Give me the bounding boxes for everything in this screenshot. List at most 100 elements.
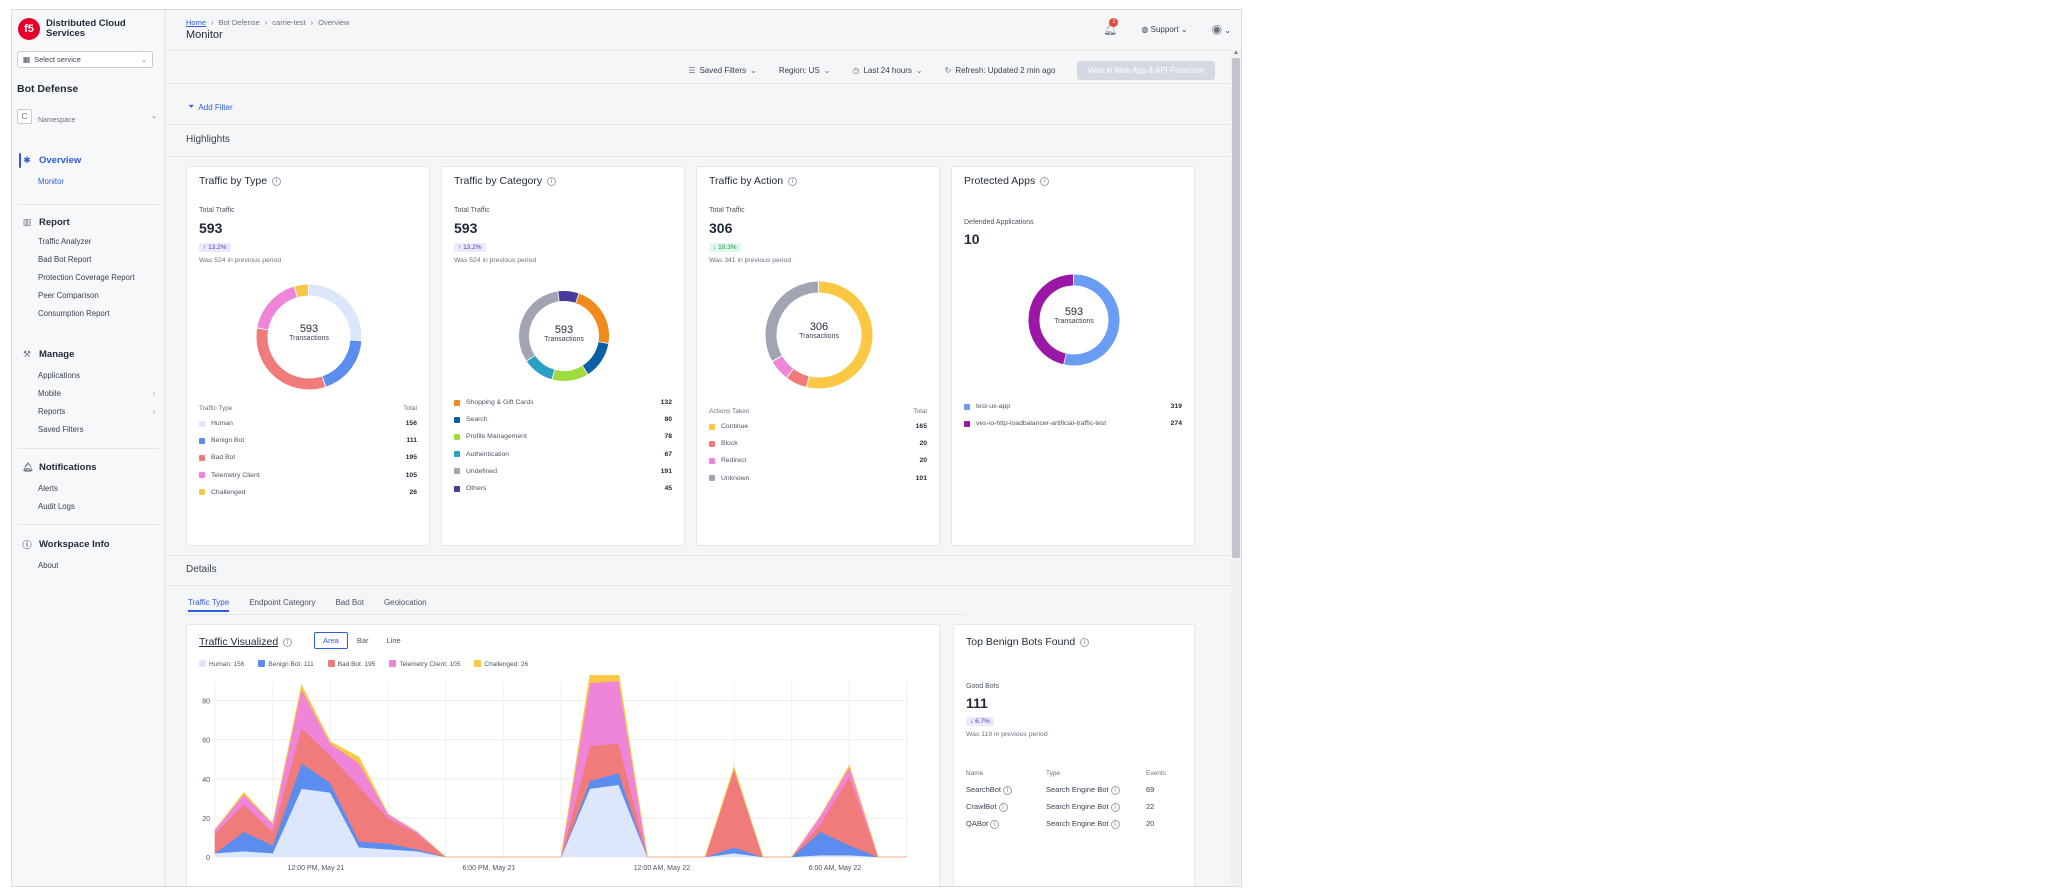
tab-bad-bot[interactable]: Bad Bot bbox=[335, 598, 364, 607]
area-series[interactable] bbox=[214, 675, 907, 858]
scrollbar-thumb[interactable] bbox=[1232, 58, 1240, 558]
donut-slice[interactable] bbox=[765, 281, 819, 361]
donut-slice[interactable] bbox=[575, 293, 609, 344]
sidebar-item-bad-bot-report[interactable]: Bad Bot Report bbox=[38, 255, 92, 264]
chart-legend-item[interactable]: Benign Bot: 111 bbox=[258, 660, 314, 668]
nav-workspace-info[interactable]: ⓘ Workspace Info bbox=[12, 536, 165, 552]
legend-row[interactable]: Bad Bot 195 bbox=[199, 449, 417, 466]
sidebar-item-applications[interactable]: Applications bbox=[38, 371, 81, 380]
sidebar-item-peer-comparison[interactable]: Peer Comparison bbox=[38, 291, 99, 300]
nav-notifications[interactable]: 🔔︎ Notifications bbox=[12, 459, 165, 475]
legend-row[interactable]: Continue 165 bbox=[709, 418, 927, 435]
namespace-selector[interactable]: C Namespace ⌄ bbox=[17, 108, 157, 124]
sidebar-item-reports[interactable]: Reports › bbox=[12, 403, 165, 421]
donut-slice[interactable] bbox=[582, 341, 609, 374]
checkbox-icon[interactable] bbox=[389, 660, 397, 667]
legend-row[interactable]: Shopping & Gift Cards 132 bbox=[454, 394, 672, 411]
sidebar-item-saved-filters[interactable]: Saved Filters bbox=[38, 425, 84, 434]
info-icon[interactable]: i bbox=[272, 176, 282, 186]
sidebar-item-protection-coverage[interactable]: Protection Coverage Report bbox=[38, 273, 135, 282]
mode-bar-button[interactable]: Bar bbox=[356, 636, 369, 645]
donut-slice[interactable] bbox=[552, 365, 588, 381]
legend-row[interactable]: Benign Bot 111 bbox=[199, 432, 417, 449]
chart-legend-item[interactable]: Bad Bot: 195 bbox=[327, 660, 375, 668]
add-filter-button[interactable]: ⏷ Add Filter bbox=[188, 102, 233, 112]
sidebar-item-monitor[interactable]: Monitor bbox=[38, 177, 64, 186]
legend-row[interactable]: test-ux-app 319 bbox=[964, 398, 1182, 415]
support-menu[interactable]: ◍ Support ⌄ bbox=[1141, 25, 1187, 34]
donut-slice[interactable] bbox=[322, 340, 362, 387]
notifications-button[interactable]: 🔔︎ 1 bbox=[1103, 17, 1119, 36]
legend-row[interactable]: Telemetry Client 105 bbox=[199, 467, 417, 484]
donut-slice[interactable] bbox=[1028, 274, 1074, 365]
donut-slice[interactable] bbox=[787, 369, 809, 387]
tab-traffic-type[interactable]: Traffic Type bbox=[188, 598, 230, 612]
legend-row[interactable]: Undefined 191 bbox=[454, 463, 672, 480]
donut-slice[interactable] bbox=[257, 286, 298, 330]
region-dropdown[interactable]: Region: US ⌄ bbox=[779, 66, 831, 75]
donut-slice[interactable] bbox=[1064, 274, 1120, 366]
info-icon[interactable]: i bbox=[1110, 785, 1120, 795]
donut-slice[interactable] bbox=[526, 355, 555, 380]
donut-slice[interactable] bbox=[806, 281, 873, 389]
info-icon[interactable]: i bbox=[1003, 785, 1013, 795]
mode-area-button[interactable]: Area bbox=[314, 632, 348, 649]
info-icon[interactable]: i bbox=[283, 637, 293, 647]
sidebar-item-alerts[interactable]: Alerts bbox=[38, 484, 58, 493]
legend-row[interactable]: ves-io-http-loadbalancer-artificial-traf… bbox=[964, 415, 1182, 432]
scrollbar[interactable]: ▲ bbox=[1231, 50, 1241, 886]
service-select[interactable]: ▦ Select service ⌄ bbox=[17, 51, 153, 68]
checkbox-icon[interactable] bbox=[258, 660, 266, 667]
breadcrumb-bot-defense[interactable]: Bot Defense bbox=[218, 18, 260, 27]
info-icon[interactable]: i bbox=[1080, 637, 1090, 647]
mode-line-button[interactable]: Line bbox=[386, 636, 401, 645]
saved-filters-dropdown[interactable]: ☰ Saved Filters ⌄ bbox=[688, 66, 757, 75]
breadcrumb-namespace[interactable]: carrie-test bbox=[272, 18, 306, 27]
sidebar-item-mobile[interactable]: Mobile › bbox=[12, 385, 165, 403]
nav-overview[interactable]: ✱ Overview bbox=[12, 152, 165, 168]
legend-row[interactable]: Others 45 bbox=[454, 480, 672, 497]
info-icon[interactable]: i bbox=[1110, 802, 1120, 812]
donut-slice[interactable] bbox=[558, 291, 579, 303]
breadcrumb-home[interactable]: Home bbox=[186, 18, 207, 27]
chart-legend-item[interactable]: Telemetry Client: 105 bbox=[389, 660, 460, 668]
legend-row[interactable]: Authentication 67 bbox=[454, 446, 672, 463]
brand-logo[interactable]: f5 Distributed Cloud Services bbox=[18, 18, 136, 40]
chart-title[interactable]: Traffic Visualized bbox=[199, 636, 279, 648]
info-icon[interactable]: i bbox=[1110, 819, 1120, 829]
info-icon[interactable]: i bbox=[547, 176, 557, 186]
time-range-dropdown[interactable]: ◷ Last 24 hours ⌄ bbox=[852, 66, 922, 75]
scroll-up-icon[interactable]: ▲ bbox=[1233, 50, 1239, 56]
legend-row[interactable]: Challenged 26 bbox=[199, 484, 417, 501]
sidebar-item-consumption-report[interactable]: Consumption Report bbox=[38, 309, 110, 318]
user-menu[interactable]: ◉ ⌄ bbox=[1212, 22, 1231, 36]
refresh-button[interactable]: ↻ Refresh: Updated 2 min ago bbox=[945, 66, 1056, 75]
nav-manage[interactable]: ⚒ Manage bbox=[12, 346, 165, 362]
info-icon[interactable]: i bbox=[990, 819, 1000, 829]
checkbox-icon[interactable] bbox=[474, 660, 482, 667]
tab-endpoint-category[interactable]: Endpoint Category bbox=[249, 598, 316, 607]
tab-geolocation[interactable]: Geolocation bbox=[383, 598, 427, 607]
checkbox-icon[interactable] bbox=[199, 660, 206, 667]
legend-row[interactable]: Human 156 bbox=[199, 415, 417, 432]
donut-slice[interactable] bbox=[519, 291, 560, 361]
info-icon[interactable]: i bbox=[998, 802, 1008, 812]
chart-legend-item[interactable]: Challenged: 26 bbox=[474, 660, 528, 668]
donut-slice[interactable] bbox=[256, 328, 326, 390]
sidebar-item-traffic-analyzer[interactable]: Traffic Analyzer bbox=[38, 237, 92, 246]
info-icon[interactable]: i bbox=[788, 176, 798, 186]
legend-row[interactable]: Block 20 bbox=[709, 435, 927, 452]
view-in-waap-button[interactable]: View in Web App & API Protection bbox=[1077, 61, 1215, 80]
legend-row[interactable]: Search 80 bbox=[454, 411, 672, 428]
donut-slice[interactable] bbox=[772, 356, 794, 378]
info-icon[interactable]: i bbox=[1040, 176, 1050, 186]
legend-row[interactable]: Profile Management 78 bbox=[454, 428, 672, 445]
donut-slice[interactable] bbox=[294, 284, 309, 298]
donut-slice[interactable] bbox=[308, 284, 362, 341]
chart-legend-item[interactable]: Human: 156 bbox=[199, 660, 244, 668]
nav-report[interactable]: ▥ Report bbox=[12, 214, 165, 230]
sidebar-item-about[interactable]: About bbox=[38, 561, 59, 570]
legend-row[interactable]: Redirect 20 bbox=[709, 452, 927, 469]
checkbox-icon[interactable] bbox=[327, 660, 335, 667]
sidebar-item-audit-logs[interactable]: Audit Logs bbox=[38, 502, 75, 511]
